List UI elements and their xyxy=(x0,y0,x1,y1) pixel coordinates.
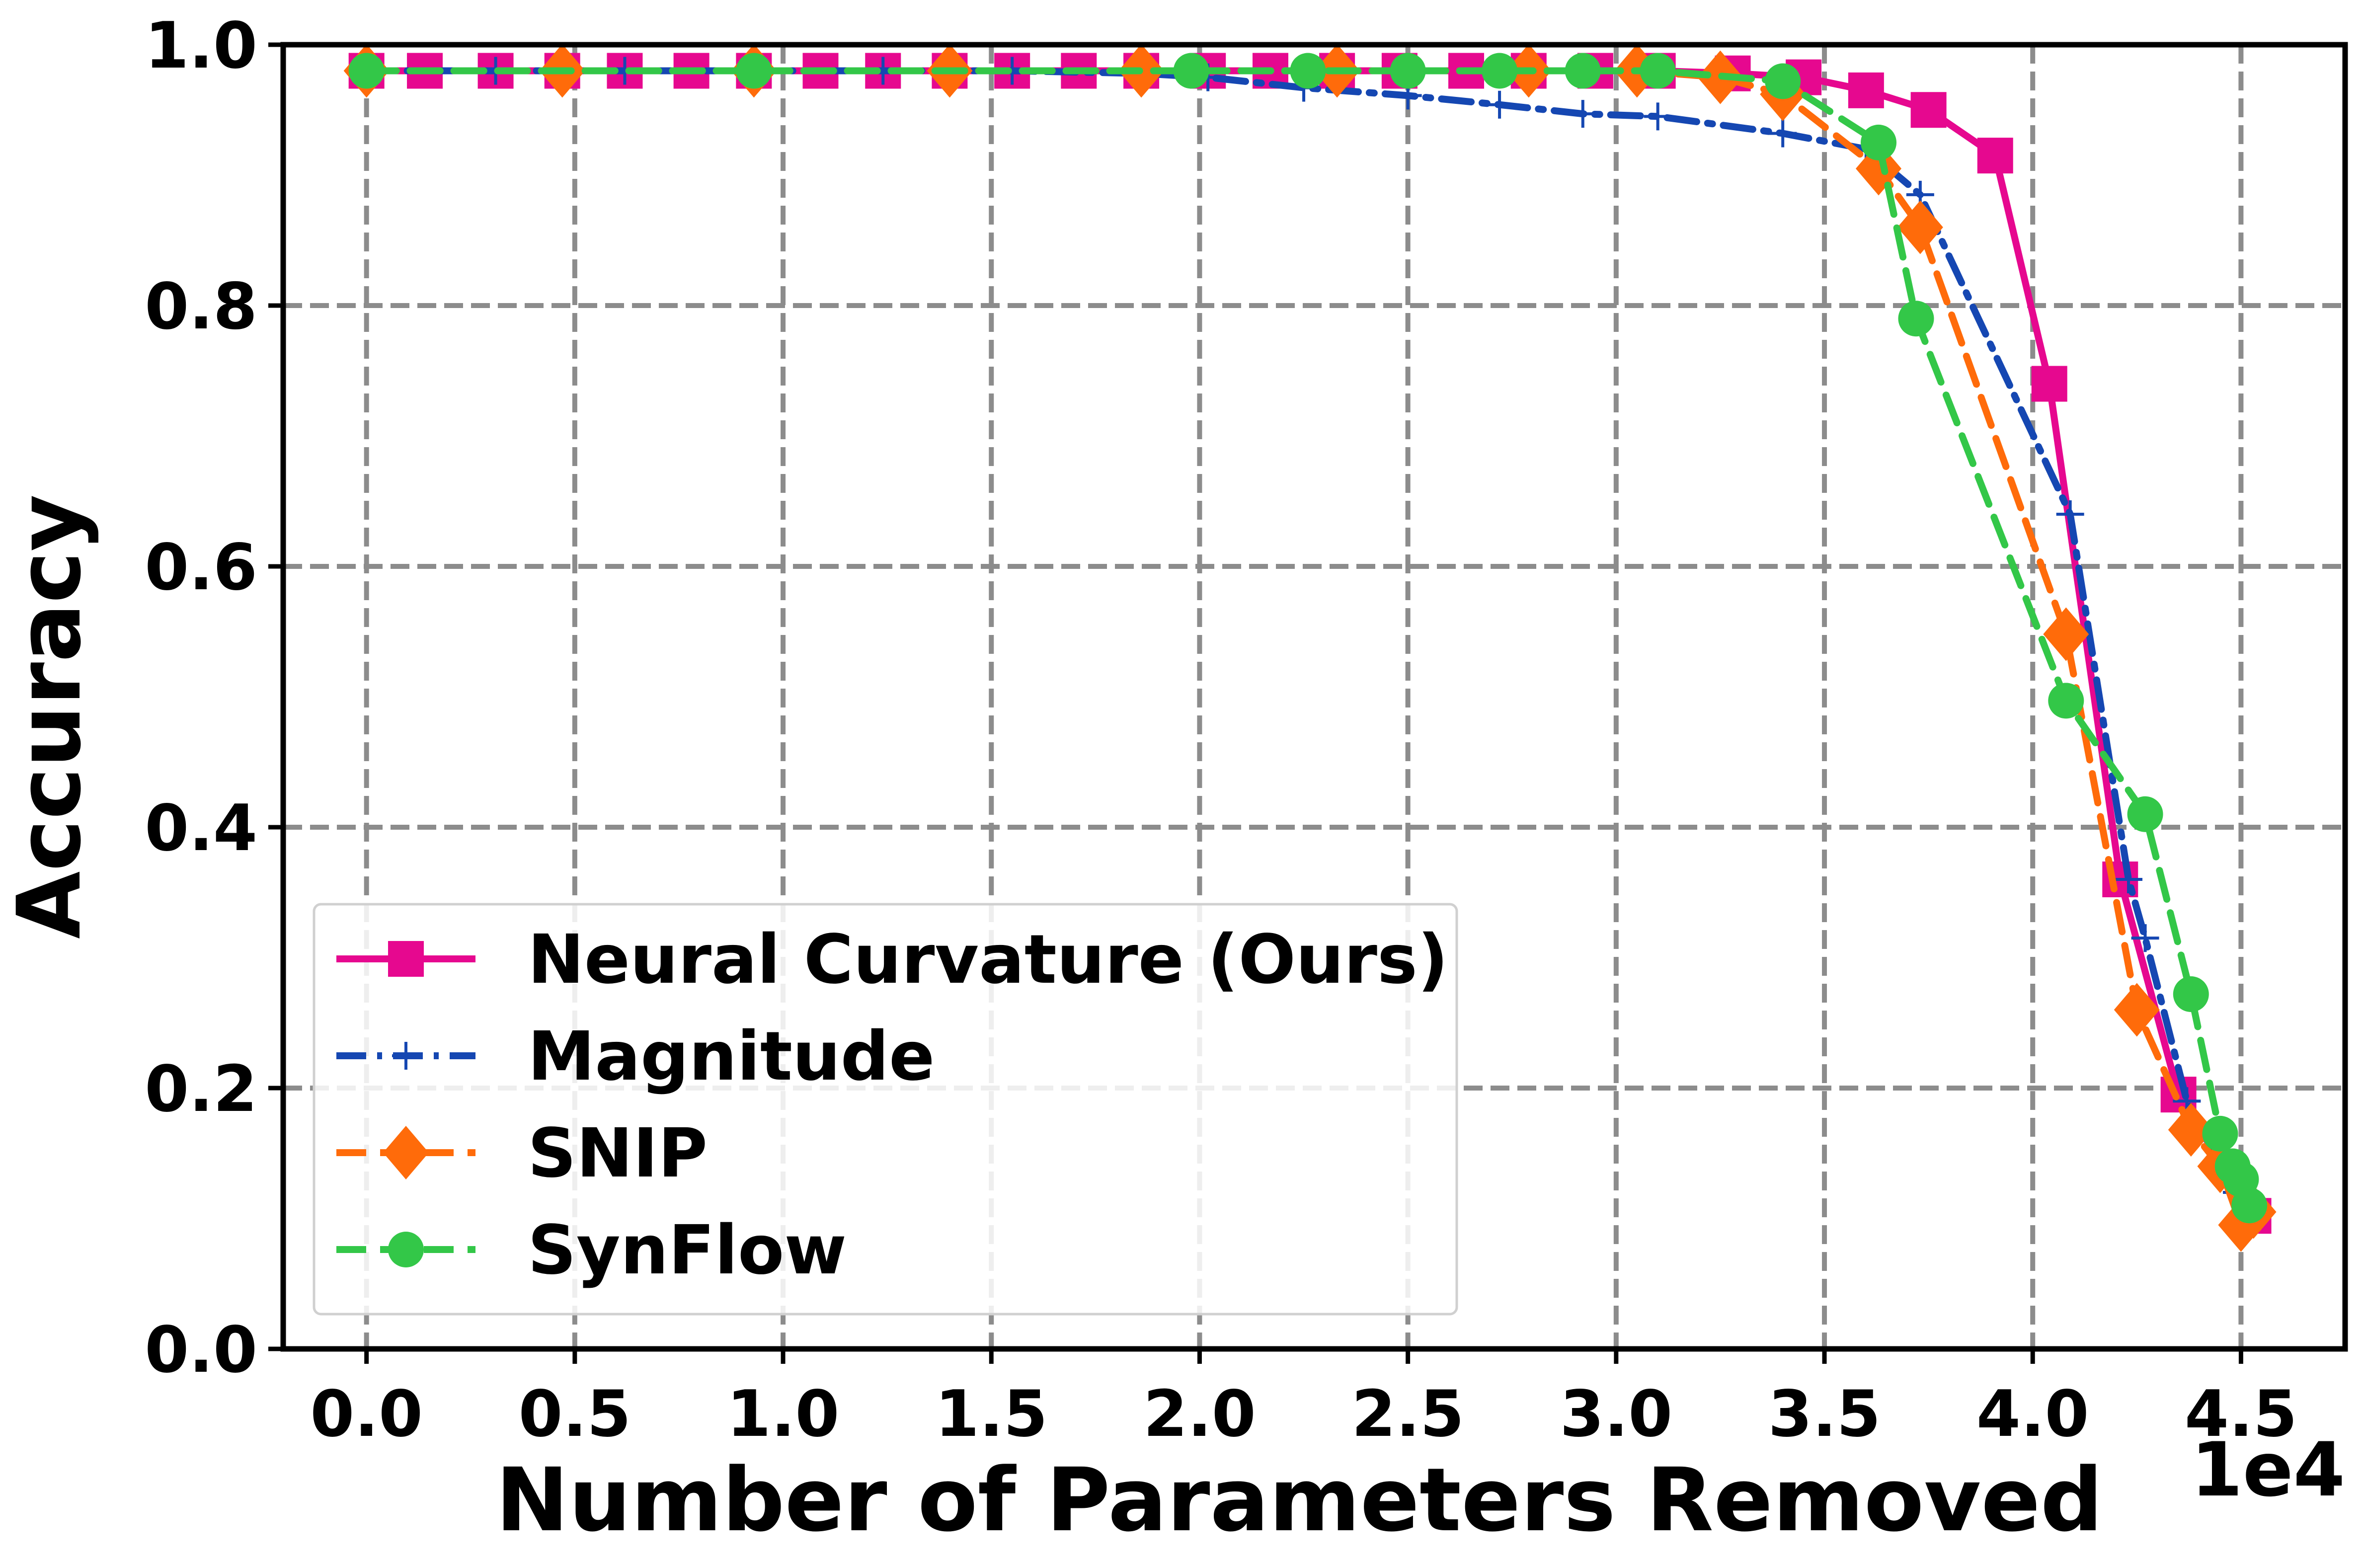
x-tick-label: 4.5 xyxy=(2185,1377,2297,1451)
data-point-synflow xyxy=(1482,53,1518,89)
legend-marker xyxy=(388,1232,424,1267)
legend-box xyxy=(313,903,1458,1316)
data-point-neural-curvature-ours xyxy=(1910,92,1947,128)
data-point-synflow xyxy=(2173,976,2209,1012)
y-tick-label: 0.8 xyxy=(145,270,257,344)
data-point-neural-curvature-ours xyxy=(1848,72,1884,108)
y-tick-label: 0.4 xyxy=(145,791,257,865)
x-tick-label: 0.5 xyxy=(518,1377,631,1451)
data-point-synflow xyxy=(2202,1115,2238,1152)
legend-label: SNIP xyxy=(528,1114,708,1193)
x-tick-label: 2.5 xyxy=(1351,1377,1464,1451)
data-point-synflow xyxy=(1640,53,1676,89)
legend-label: Magnitude xyxy=(528,1018,935,1096)
data-point-synflow xyxy=(1861,124,1897,160)
series-synflow xyxy=(348,53,2268,1224)
legend-label: SynFlow xyxy=(528,1211,847,1290)
legend-marker xyxy=(392,1042,420,1070)
data-point-synflow xyxy=(2231,1187,2268,1224)
x-axis-multiplier: 1e4 xyxy=(2191,1427,2345,1513)
legend-marker xyxy=(383,1126,429,1179)
data-point-synflow xyxy=(2048,683,2084,719)
series-layer xyxy=(343,44,2277,1252)
x-tick-label: 3.0 xyxy=(1560,1377,1672,1451)
data-point-synflow xyxy=(1173,53,1209,89)
y-tick-label: 0.0 xyxy=(145,1313,257,1387)
data-point-magnitude xyxy=(2115,865,2143,893)
x-tick-label: 4.0 xyxy=(1976,1377,2089,1451)
x-tick-label: 2.0 xyxy=(1143,1377,1256,1451)
x-tick-label: 3.5 xyxy=(1768,1377,1881,1451)
data-point-magnitude xyxy=(1486,90,1514,119)
x-tick-label: 0.0 xyxy=(310,1377,423,1451)
x-tick-label: 1.5 xyxy=(935,1377,1048,1451)
data-point-synflow xyxy=(348,53,385,89)
legend-marker xyxy=(388,941,424,977)
plot-frame xyxy=(280,42,2348,1352)
data-point-magnitude xyxy=(1644,102,1672,131)
data-point-magnitude xyxy=(1569,100,1597,128)
data-point-neural-curvature-ours xyxy=(2031,366,2067,402)
legend: Neural Curvature (Ours) Magnitude SNIP SynF… xyxy=(313,903,1458,1316)
data-point-synflow xyxy=(1898,301,1934,337)
data-point-snip xyxy=(2043,607,2089,661)
x-tick-label: 1.0 xyxy=(727,1377,840,1451)
y-tick-label: 1.0 xyxy=(145,9,257,83)
data-point-magnitude xyxy=(2056,500,2084,528)
data-point-synflow xyxy=(1765,63,1801,99)
data-point-synflow xyxy=(1390,53,1426,89)
data-point-neural-curvature-ours xyxy=(1977,138,2013,174)
y-axis-label: Accuracy xyxy=(0,494,100,939)
data-point-synflow xyxy=(1290,53,1326,89)
data-point-snip xyxy=(1897,200,1943,254)
data-point-synflow xyxy=(736,53,772,89)
y-tick-label: 0.6 xyxy=(145,531,257,605)
data-point-synflow xyxy=(2127,796,2163,832)
data-point-snip xyxy=(2114,983,2160,1037)
legend-label: Neural Curvature (Ours) xyxy=(528,921,1448,999)
data-point-snip xyxy=(2168,1103,2214,1157)
data-point-magnitude xyxy=(2131,924,2159,952)
data-point-synflow xyxy=(1565,53,1601,89)
ticks: 0.0 0.5 1.0 1.5 2.0 2.5 3.0 3.5 4.0 4.5 0.0 0.2 0.4 0… xyxy=(145,9,2297,1451)
data-point-magnitude xyxy=(1769,119,1797,148)
x-axis-label: Number of Parameters Removed xyxy=(495,1449,2103,1551)
y-tick-label: 0.2 xyxy=(145,1052,257,1126)
